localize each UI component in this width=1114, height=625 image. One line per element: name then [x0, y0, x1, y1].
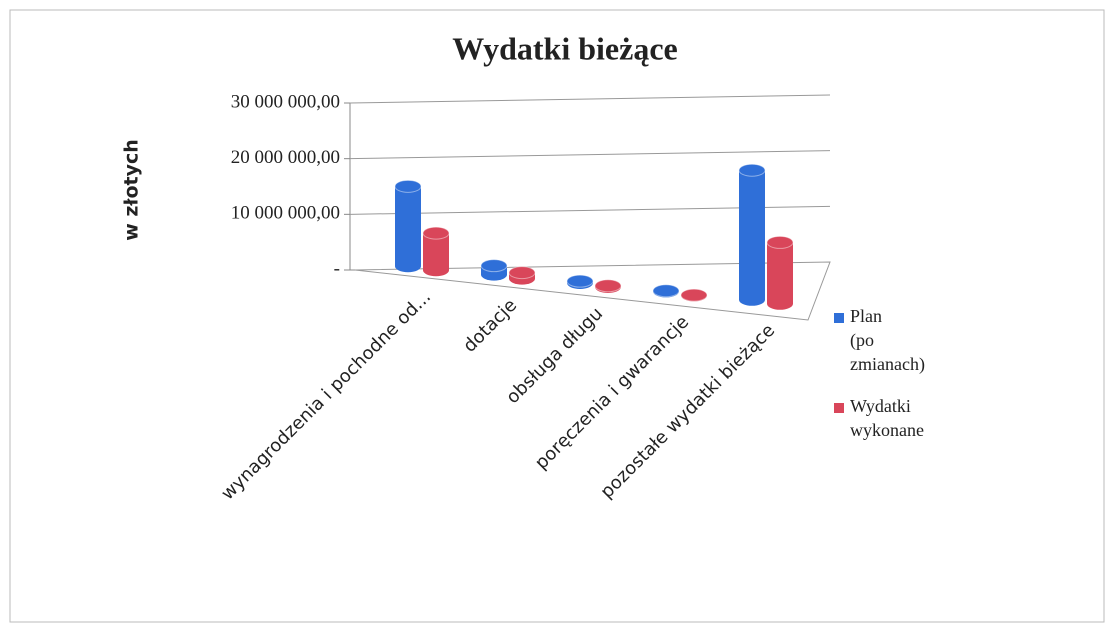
bar — [508, 266, 536, 285]
legend-swatch — [834, 313, 844, 323]
bar-top — [508, 266, 536, 280]
bar-body — [395, 186, 421, 273]
bar — [394, 179, 422, 273]
bar-top — [566, 274, 594, 288]
bar-top — [766, 235, 794, 249]
y-tick-label: 20 000 000,00 — [231, 147, 340, 168]
y-tick-label: - — [334, 258, 340, 279]
bar — [594, 279, 622, 293]
legend-swatch — [834, 403, 844, 413]
floor — [354, 261, 831, 321]
grid-line — [349, 150, 831, 160]
bar-top — [738, 163, 766, 177]
bar-top — [652, 284, 680, 298]
bar-top — [422, 226, 450, 240]
bar — [680, 288, 708, 302]
bar-top — [680, 288, 708, 302]
chart-frame — [9, 9, 1105, 623]
y-axis-label: w złotych — [121, 139, 143, 241]
bar — [422, 226, 450, 277]
bar — [652, 284, 680, 298]
bar-body — [767, 242, 794, 310]
bar — [566, 274, 594, 289]
bar-top — [394, 179, 422, 193]
bar-top — [480, 259, 508, 273]
bar-top — [594, 279, 622, 293]
bar — [766, 235, 794, 310]
y-tick-label: 30 000 000,00 — [231, 91, 340, 112]
y-tick-label: 10 000 000,00 — [231, 203, 340, 224]
legend-label: Wydatki wykonane — [850, 396, 924, 440]
grid-line — [349, 94, 831, 104]
bar — [480, 259, 508, 281]
chart-title: Wydatki bieżące — [452, 30, 677, 66]
bar-body — [423, 233, 449, 277]
bar-body — [739, 170, 765, 306]
legend-label: Plan (po zmianach) — [850, 306, 925, 375]
bar — [738, 163, 766, 306]
